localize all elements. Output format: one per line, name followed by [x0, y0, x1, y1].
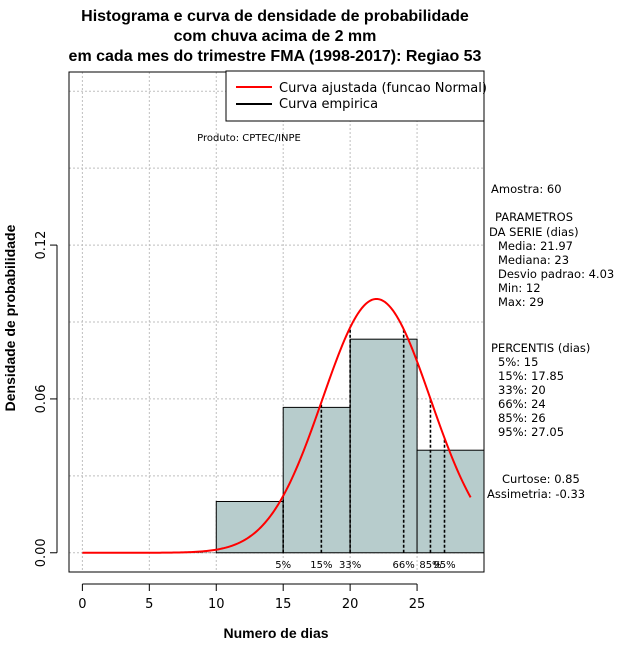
- percentile-lines: 5% 15% 33% 66% 85%95%: [275, 327, 456, 571]
- chart-title-line-1: Histograma e curva de densidade de proba…: [81, 8, 469, 25]
- stat-media: Media: 21.97: [498, 239, 573, 253]
- percentile-label: 15%: [310, 560, 332, 571]
- y-tick-label: 0.06: [34, 384, 49, 413]
- stat-assimetria: Assimetria: -0.33: [487, 487, 585, 501]
- stat-p5: 5%: 15: [498, 355, 538, 369]
- stat-curtose: Curtose: 0.85: [502, 472, 580, 486]
- legend-box: [225, 70, 485, 122]
- stat-params-title-2: DA SERIE (dias): [489, 225, 579, 239]
- stat-mediana: Mediana: 23: [498, 253, 569, 267]
- stat-p15: 15%: 17.85: [498, 369, 564, 383]
- histogram-bar: [282, 406, 351, 554]
- legend-label-empirical: Curva empirica: [279, 97, 378, 112]
- x-tick-label: 15: [275, 597, 292, 612]
- chart-title-line-2: com chuva acima de 2 mm: [174, 28, 377, 45]
- stat-p85: 85%: 26: [498, 411, 546, 425]
- x-tick-label: 20: [342, 597, 359, 612]
- y-axis-label: Densidade de probabilidade: [2, 224, 18, 411]
- x-tick-label: 25: [409, 597, 426, 612]
- statistics-panel: Amostra: 60 PARAMETROS DA SERIE (dias) M…: [487, 182, 614, 501]
- x-axis-label: Numero de dias: [223, 625, 328, 641]
- histogram-bars: [82, 338, 485, 554]
- percentile-label: 5%: [275, 560, 291, 571]
- product-label: Produto: CPTEC/INPE: [197, 133, 301, 144]
- percentile-label: 95%: [433, 560, 455, 571]
- stat-p66: 66%: 24: [498, 397, 546, 411]
- percentile-label: 33%: [339, 560, 361, 571]
- histogram-bar: [416, 449, 485, 554]
- y-tick-label: 0.00: [34, 538, 49, 567]
- chart-title-line-3: em cada mes do trimestre FMA (1998-2017)…: [69, 48, 482, 65]
- stat-max: Max: 29: [498, 295, 544, 309]
- x-axis: 0 5 10 15 20 25: [78, 583, 426, 612]
- stat-percentis-title: PERCENTIS (dias): [491, 341, 590, 355]
- x-tick-label: 10: [208, 597, 225, 612]
- stat-params-title-1: PARAMETROS: [495, 210, 573, 224]
- stat-amostra: Amostra: 60: [491, 182, 562, 196]
- percentile-label: 85%: [419, 560, 441, 571]
- x-tick-label: 5: [145, 597, 153, 612]
- legend: Curva ajustada (funcao Normal) Curva emp…: [225, 70, 487, 122]
- histogram-bar: [349, 338, 418, 554]
- stat-p33: 33%: 20: [498, 383, 546, 397]
- normal-curve: [82, 297, 472, 554]
- normal-curve-line: [82, 297, 472, 554]
- percentile-label: 66%: [393, 560, 415, 571]
- x-tick-label: 0: [78, 597, 86, 612]
- legend-label-normal: Curva ajustada (funcao Normal): [279, 81, 487, 96]
- y-tick-label: 0.12: [34, 231, 49, 260]
- stat-desvio: Desvio padrao: 4.03: [498, 267, 614, 281]
- stat-p95: 95%: 27.05: [498, 425, 564, 439]
- y-axis: 0.00 0.06 0.12: [34, 231, 58, 567]
- stat-min: Min: 12: [498, 281, 541, 295]
- histogram-bar: [215, 500, 284, 554]
